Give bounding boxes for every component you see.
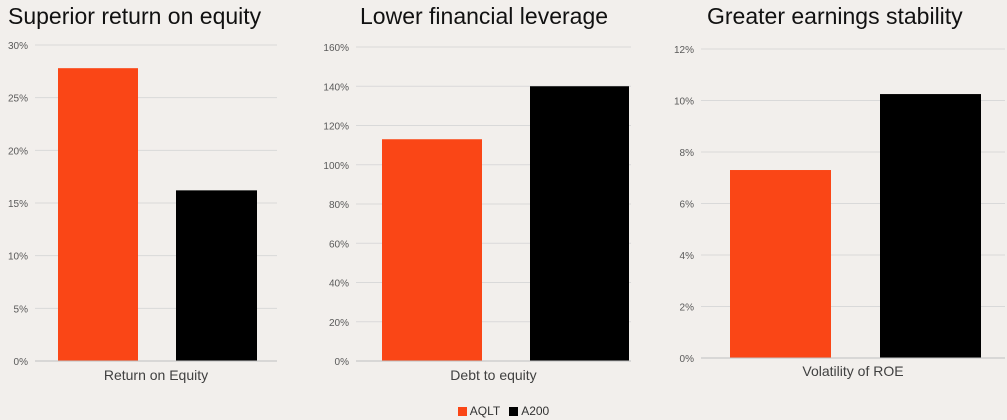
y-tick-label: 10% xyxy=(8,252,28,263)
legend-label-aqlt: AQLT xyxy=(469,404,501,418)
y-tick-label: 15% xyxy=(8,199,28,210)
chart-title: Lower financial leverage xyxy=(360,3,609,29)
y-tick-label: 10% xyxy=(674,97,694,108)
legend-item-a200: A200 xyxy=(509,404,549,418)
chart-title: Superior return on equity xyxy=(8,3,262,29)
y-tick-label: 4% xyxy=(680,251,695,262)
x-category-label: Debt to equity xyxy=(450,367,536,383)
bar-a200 xyxy=(530,86,629,361)
x-category-label: Return on Equity xyxy=(104,367,208,383)
legend-swatch-aqlt xyxy=(457,406,467,416)
y-tick-label: 40% xyxy=(329,279,349,290)
chart-leverage: 0% 20% 40% 60% 80% 100% 120% 140% 160% Debt to eq… xyxy=(323,43,631,383)
bar-aqlt xyxy=(382,139,482,361)
y-tick-label: 12% xyxy=(674,45,694,56)
y-tick-label: 140% xyxy=(323,82,349,93)
x-category-label: Volatility of ROE xyxy=(802,363,903,379)
chart-roe: 0% 5% 10% 15% 20% 25% 30% Return on Equity xyxy=(8,41,277,383)
chart-title: Greater earnings stability xyxy=(707,3,963,29)
y-tick-label: 20% xyxy=(329,318,349,329)
chart-panel-roe: Superior return on equity 0% 5% 10% 15% 20% 2… xyxy=(0,0,335,395)
y-tick-label: 0% xyxy=(14,357,29,368)
y-tick-label: 0% xyxy=(680,354,695,365)
legend-label-a200: A200 xyxy=(521,404,550,418)
bar-aqlt xyxy=(58,68,138,361)
chart-panel-leverage: Lower financial leverage 0% 20% 40% 60% 80% 1… xyxy=(323,0,683,395)
y-tick-label: 20% xyxy=(8,146,28,157)
y-tick-label: 80% xyxy=(329,200,349,211)
chart-panel-stability: Greater earnings stability 0% 2% 4% 6% 8% 10%… xyxy=(674,0,1007,395)
y-tick-label: 160% xyxy=(323,43,349,54)
chart-legend: AQLT A200 xyxy=(0,404,1007,418)
y-tick-label: 60% xyxy=(329,239,349,250)
bar-aqlt xyxy=(730,170,831,358)
y-tick-label: 0% xyxy=(335,357,350,368)
y-tick-label: 25% xyxy=(8,94,28,105)
y-tick-label: 6% xyxy=(680,200,695,211)
legend-swatch-a200 xyxy=(509,406,519,416)
y-tick-label: 8% xyxy=(680,148,695,159)
y-tick-label: 120% xyxy=(323,122,349,133)
bar-a200 xyxy=(880,94,981,358)
y-tick-label: 100% xyxy=(323,161,349,172)
y-tick-label: 2% xyxy=(680,303,695,314)
bar-a200 xyxy=(176,190,257,361)
chart-stability: 0% 2% 4% 6% 8% 10% 12% Volatility of ROE xyxy=(674,45,1005,379)
legend-item-aqlt: AQLT xyxy=(457,404,501,418)
y-tick-label: 30% xyxy=(8,41,28,52)
y-tick-label: 5% xyxy=(14,304,29,315)
